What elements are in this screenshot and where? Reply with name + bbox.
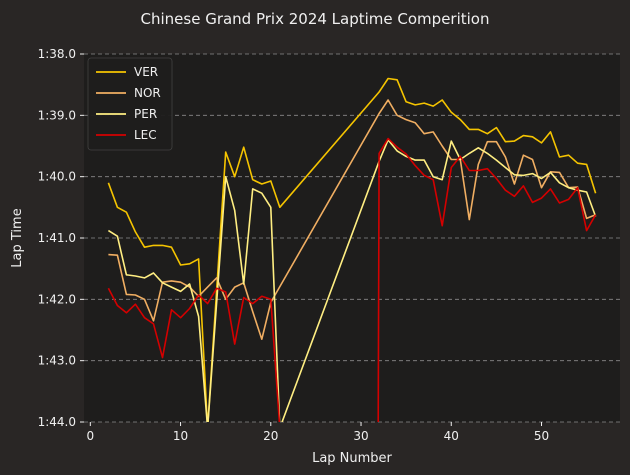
chart-title: Chinese Grand Prix 2024 Laptime Comperit… — [141, 10, 490, 28]
y-tick-label: 1:38.0 — [38, 47, 76, 61]
x-tick-label: 50 — [534, 429, 549, 443]
x-axis-label: Lap Number — [312, 451, 392, 466]
y-tick-label: 1:43.0 — [38, 354, 76, 368]
series-line-ver — [107, 77, 597, 422]
x-tick-label: 0 — [86, 429, 94, 443]
series-line-per — [107, 139, 597, 422]
x-tick-label: 30 — [353, 429, 368, 443]
y-tick-label: 1:44.0 — [38, 415, 76, 429]
series-line-nor — [108, 99, 596, 341]
y-tick-label: 1:40.0 — [38, 170, 76, 184]
y-axis-label: Lap Time — [10, 208, 25, 267]
axes: 1:38.0 1:39.0 1:40.0 1:41.0 1:42.0 1:43.0 1:44… — [38, 47, 550, 443]
x-tick-label: 10 — [173, 429, 188, 443]
legend-label-lec: LEC — [134, 128, 157, 142]
legend-label-per: PER — [134, 107, 157, 121]
legend-label-ver: VER — [134, 65, 158, 79]
legend: VER NOR PER LEC — [87, 57, 173, 151]
x-tick-label: 20 — [263, 429, 278, 443]
x-tick-label: 40 — [444, 429, 459, 443]
legend-box — [87, 57, 173, 151]
y-tick-label: 1:42.0 — [38, 292, 76, 306]
y-tick-label: 1:39.0 — [38, 108, 76, 122]
series-line-lec — [107, 137, 597, 422]
legend-label-nor: NOR — [134, 86, 161, 100]
y-tick-label: 1:41.0 — [38, 231, 76, 245]
series-lines — [107, 77, 597, 422]
grid-lines — [84, 53, 620, 423]
